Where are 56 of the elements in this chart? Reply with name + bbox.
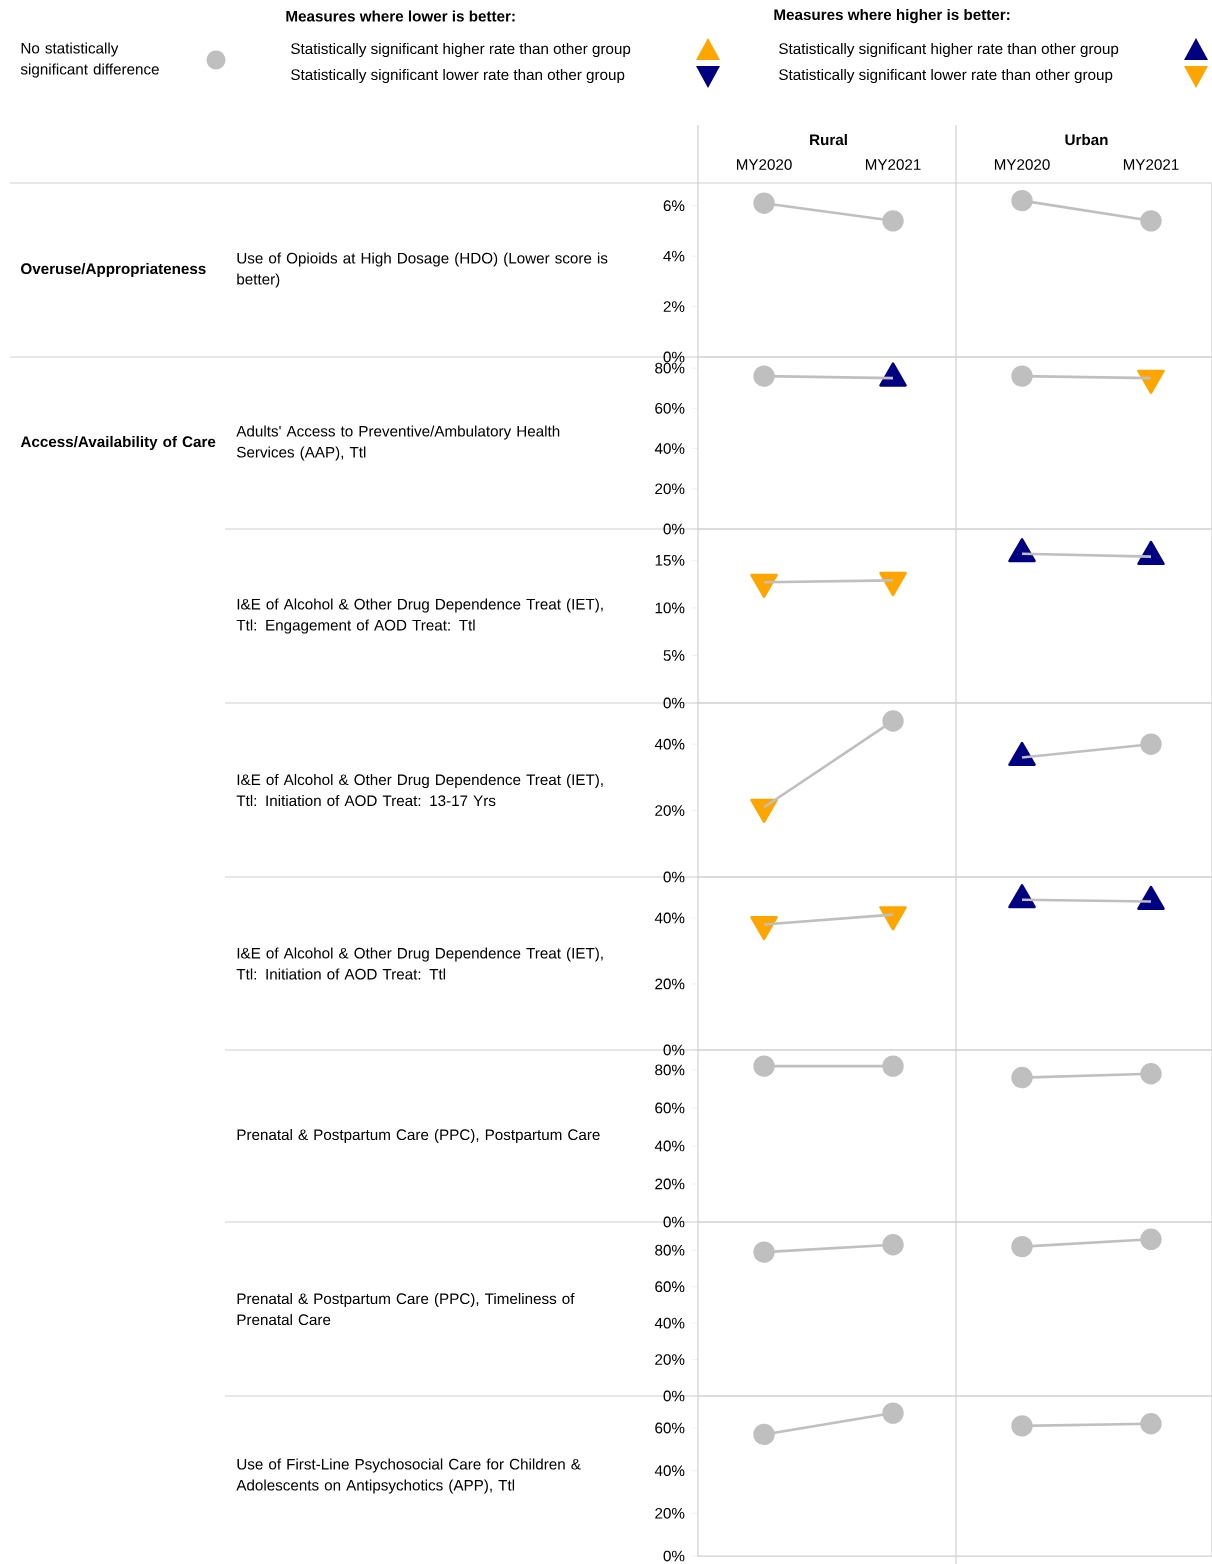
text: Rural [810,134,847,146]
text: Urban [1065,134,1108,146]
text: Measures where higher is better: [774,8,1010,24]
y-tick-label: 0% [663,351,685,363]
y-tick-label: 10% [655,602,685,614]
x-tick-label: MY2020 [736,159,792,170]
y-tick-label: 40% [654,912,685,924]
text: Access/Availability of Care [20,435,216,451]
y-axis-title: I&E of Alcohol & Other Drug Dependence Treat (IET), Ttl: Engagement of AOD Treat: Ttl [236,598,603,634]
y-tick-label: 80% [655,1064,685,1076]
y-axis-title: Use of Opioids at High Dosage (HDO) (Lower score is better) [237,252,608,288]
x-tick-label: MY2021 [865,159,921,170]
y-tick-label: 0% [663,1044,685,1056]
y-tick-label: 40% [654,1140,685,1152]
y-tick-label: 0% [663,871,685,883]
y-tick-label: 40% [654,443,685,454]
y-tick-label: 60% [655,402,685,414]
y-tick-label: 80% [655,362,685,374]
y-tick-label: 20% [655,978,685,990]
text: Statistically significant higher rate than other group [291,42,631,58]
text: Overuse/Appropriateness [21,262,206,278]
text: Statistically significant lower rate than other group [779,68,1113,84]
y-axis-title: I&E of Alcohol & Other Drug Dependence Treat (IET), Ttl: Initiation of AOD Treat: 13-17 Yrs [236,773,603,807]
text: Statistically significant higher rate than other group [779,42,1119,58]
y-axis-title: Prenatal & Postpartum Care (PPC), Postpartum Care [237,1128,600,1144]
y-tick-label: 40% [654,1317,685,1329]
y-tick-label: 4% [663,250,685,262]
y-tick-label: 20% [655,1507,685,1519]
y-tick-label: 60% [655,1422,685,1434]
y-tick-label: 20% [655,483,685,495]
y-tick-label: 15% [655,555,685,566]
y-tick-label: 6% [663,200,685,212]
y-tick-label: 0% [663,1216,685,1228]
y-tick-label: 60% [655,1102,685,1114]
x-tick-label: MY2021 [1123,159,1179,170]
y-tick-label: 20% [655,1178,685,1190]
y-tick-label: 0% [663,1550,685,1562]
y-axis-title: I&E of Alcohol & Other Drug Dependence Treat (IET), Ttl: Initiation of AOD Treat: Ttl [236,947,603,980]
y-tick-label: 40% [654,738,685,750]
y-tick-label: 5% [663,650,685,661]
y-axis-title: Use of First-Line Psychosocial Care for Children & Adolescents on Antipsychotics (APP), Ttl [236,1458,581,1494]
y-tick-label: 40% [654,1465,685,1477]
y-tick-label: 20% [655,805,685,816]
y-tick-label: 2% [663,301,685,312]
x-tick-label: MY2020 [994,159,1050,170]
y-tick-label: 0% [663,1390,685,1402]
y-axis-title: Prenatal & Postpartum Care (PPC), Timeliness of Prenatal Care [237,1292,575,1326]
text: Statistically significant lower rate than other group [291,68,625,84]
y-tick-label: 60% [655,1281,685,1293]
y-tick-label: 80% [655,1244,685,1256]
y-axis-title: Adults' Access to Preventive/Ambulatory Health Services (AAP), Ttl [236,425,560,461]
y-tick-label: 0% [663,523,685,535]
text: No statistically significant difference [20,42,159,78]
text: Measures where lower is better: [286,10,515,22]
y-tick-label: 0% [663,697,685,709]
y-tick-label: 20% [655,1354,685,1365]
